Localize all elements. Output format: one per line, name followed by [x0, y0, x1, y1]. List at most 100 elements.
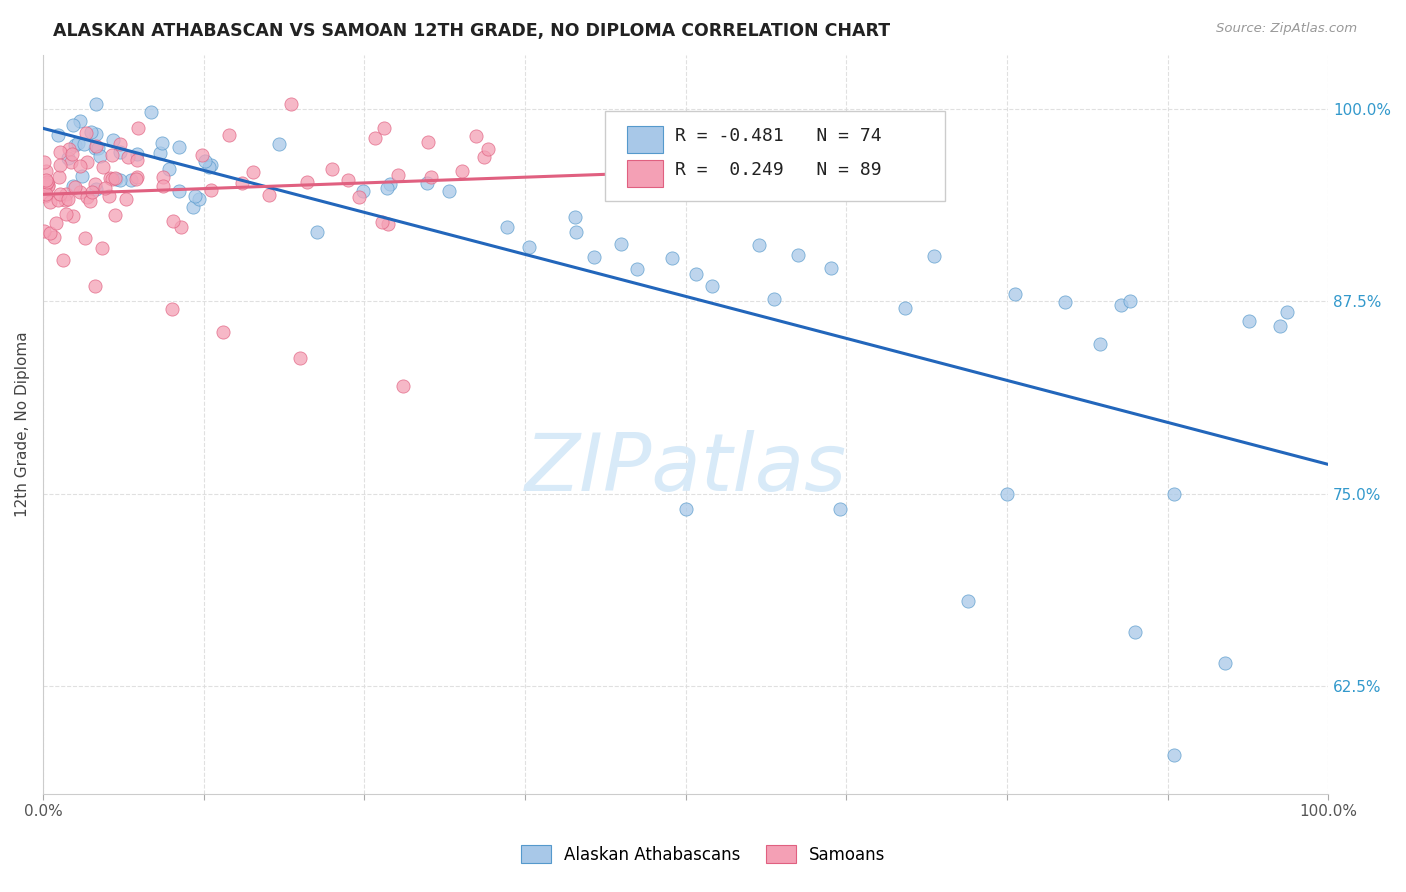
Point [392, 379, 415, 393]
Point [108, 136, 131, 151]
Point [87, 141, 110, 155]
Point [108, 173, 131, 187]
Point [32, 224, 55, 238]
Point [98, 170, 121, 185]
Point [49, 187, 72, 202]
Point [86, 138, 108, 153]
Point [75, 126, 97, 140]
Point [79, 194, 101, 209]
Point [167, 140, 190, 154]
Point [84, 97, 107, 112]
Point [496, 219, 519, 234]
Point [321, 161, 343, 176]
Point [149, 145, 172, 160]
Point [125, 153, 148, 167]
Point [583, 250, 606, 264]
Point [120, 173, 142, 187]
Point [352, 184, 374, 198]
Point [786, 248, 808, 262]
Point [170, 219, 193, 234]
Point [685, 267, 707, 281]
Point [152, 170, 174, 185]
Point [108, 145, 131, 159]
Point [35, 164, 58, 178]
Point [46, 128, 69, 143]
Point [894, 301, 917, 315]
Point [218, 128, 240, 142]
Point [45, 216, 67, 230]
Point [58, 192, 80, 206]
Point [231, 177, 253, 191]
Point [46, 193, 69, 207]
Point [1125, 625, 1147, 640]
Point [82, 186, 104, 200]
Point [763, 293, 786, 307]
Point [191, 148, 214, 162]
Point [98, 189, 121, 203]
Point [60, 147, 83, 161]
Point [69, 114, 91, 128]
Point [139, 104, 162, 119]
Point [184, 188, 207, 202]
Point [39, 195, 62, 210]
Point [377, 180, 399, 194]
Point [472, 150, 495, 164]
Point [609, 236, 631, 251]
Point [257, 187, 280, 202]
Point [363, 131, 385, 145]
Point [104, 208, 127, 222]
Point [187, 192, 209, 206]
Point [84, 181, 107, 195]
Point [35, 173, 58, 187]
Point [828, 502, 851, 516]
Point [62, 179, 84, 194]
Point [49, 158, 72, 172]
Point [34, 189, 56, 203]
Point [55, 207, 77, 221]
Point [295, 174, 318, 188]
Point [564, 210, 586, 224]
Point [1277, 305, 1299, 319]
Point [32, 155, 55, 169]
Point [197, 160, 219, 174]
Point [91, 241, 114, 255]
Point [37, 179, 59, 194]
Point [167, 184, 190, 198]
Point [957, 594, 980, 608]
Point [73, 137, 96, 152]
Legend: Alaskan Athabascans, Samoans: Alaskan Athabascans, Samoans [515, 838, 891, 871]
Point [1163, 486, 1185, 500]
Point [56, 151, 79, 165]
Point [748, 237, 770, 252]
Point [63, 138, 86, 153]
Point [378, 177, 401, 191]
Point [688, 141, 710, 155]
Point [1088, 336, 1111, 351]
Point [100, 148, 122, 162]
Point [39, 226, 62, 240]
Point [127, 120, 149, 135]
Point [62, 209, 84, 223]
Point [1109, 297, 1132, 311]
Point [58, 142, 80, 156]
Text: R =  0.249   N = 89: R = 0.249 N = 89 [675, 161, 882, 179]
Point [35, 186, 58, 201]
Point [66, 136, 89, 151]
Point [89, 149, 111, 163]
Point [53, 193, 76, 207]
Point [62, 119, 84, 133]
Text: R = -0.481   N = 74: R = -0.481 N = 74 [675, 128, 882, 145]
Y-axis label: 12th Grade, No Diploma: 12th Grade, No Diploma [15, 332, 30, 517]
Point [91, 160, 114, 174]
Point [373, 120, 395, 135]
Point [661, 251, 683, 265]
Point [820, 261, 842, 276]
Point [280, 97, 302, 112]
FancyBboxPatch shape [605, 111, 945, 201]
Point [157, 162, 180, 177]
Text: Source: ZipAtlas.com: Source: ZipAtlas.com [1216, 22, 1357, 36]
Point [76, 155, 98, 169]
Point [242, 165, 264, 179]
FancyBboxPatch shape [627, 126, 662, 153]
Point [733, 174, 755, 188]
